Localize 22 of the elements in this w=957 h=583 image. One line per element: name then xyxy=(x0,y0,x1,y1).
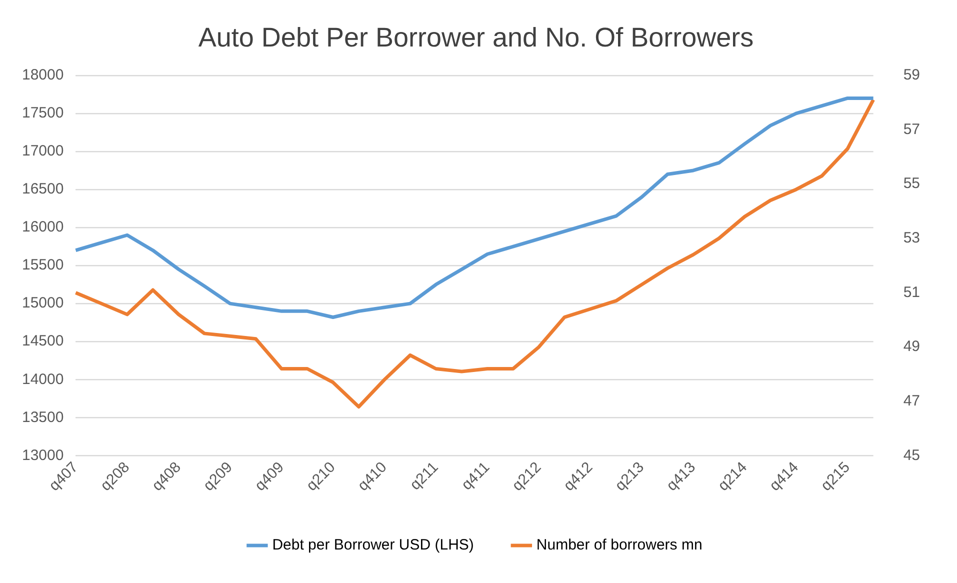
y-tick-label: 16500 xyxy=(22,180,64,198)
chart-title: Auto Debt Per Borrower and No. Of Borrowers xyxy=(198,22,754,53)
y-tick-label: 14000 xyxy=(22,370,64,388)
y-tick-label: 16000 xyxy=(22,218,64,236)
y2-tick-label: 59 xyxy=(903,66,920,84)
y-tick-label: 17500 xyxy=(22,104,64,122)
y-tick-label: 14500 xyxy=(22,332,64,350)
y2-tick-label: 53 xyxy=(903,230,920,247)
y2-tick-label: 49 xyxy=(903,338,920,356)
y2-tick-label: 55 xyxy=(903,175,920,192)
y-tick-label: 15000 xyxy=(22,294,64,312)
y2-tick-label: 45 xyxy=(903,446,920,464)
y2-tick-label: 47 xyxy=(903,392,920,410)
legend-label: Debt per Borrower USD (LHS) xyxy=(272,536,474,554)
y2-tick-label: 51 xyxy=(903,284,920,301)
y-tick-label: 13000 xyxy=(22,446,64,464)
y2-tick-label: 57 xyxy=(903,120,920,138)
y-tick-label: 13500 xyxy=(22,408,64,426)
y-tick-label: 18000 xyxy=(22,66,64,84)
legend-label: Number of borrowers mn xyxy=(536,536,702,554)
y-tick-label: 17000 xyxy=(22,142,64,160)
y-tick-label: 15500 xyxy=(22,256,64,274)
